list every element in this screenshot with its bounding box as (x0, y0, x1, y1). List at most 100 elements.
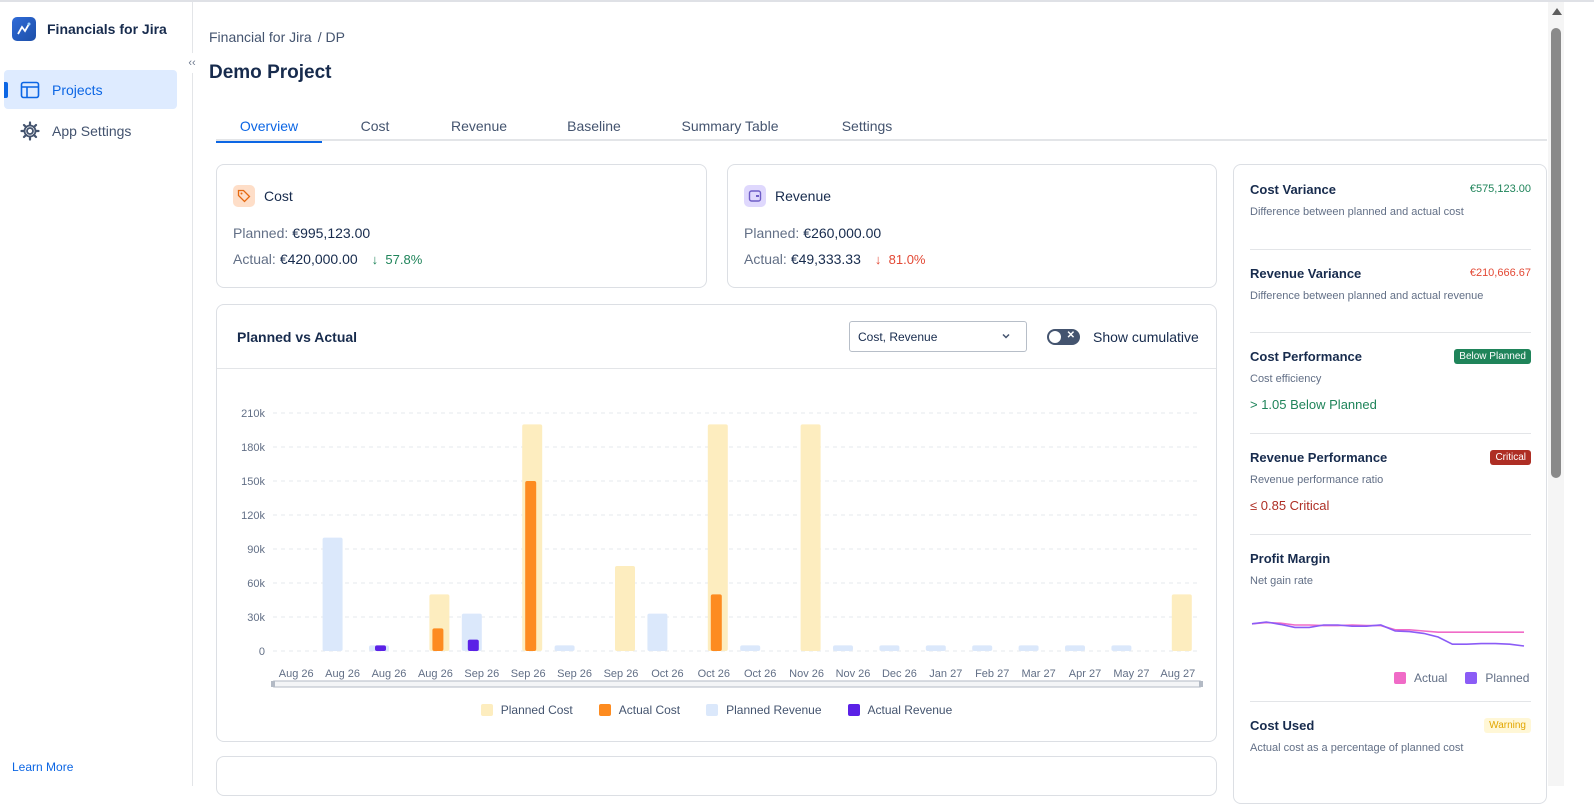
next-section-card (216, 756, 1217, 796)
bar-actual-cost (710, 594, 722, 651)
metric-cost-variance: Cost Variance €575,123.00 Difference bet… (1250, 182, 1531, 219)
status-badge: Warning (1484, 718, 1531, 733)
x-tick-label: Aug 26 (372, 668, 407, 680)
bar-planned-revenue (833, 645, 853, 651)
learn-more-link[interactable]: Learn More (12, 760, 74, 774)
bar-actual-cost (525, 481, 537, 651)
scroll-up-arrow-icon[interactable] (1552, 8, 1562, 15)
legend-actual[interactable]: Actual (1394, 671, 1447, 685)
legend-swatch (598, 704, 611, 716)
breadcrumb-root[interactable]: Financial for Jira (209, 29, 312, 45)
metric-desc: Revenue performance ratio (1250, 474, 1384, 486)
metric-desc: Difference between planned and actual co… (1250, 206, 1464, 218)
metric-name: Cost Variance (1250, 182, 1336, 197)
metrics-panel: Cost Variance €575,123.00 Difference bet… (1233, 164, 1547, 804)
tab-baseline[interactable]: Baseline (567, 118, 621, 134)
cost-card-title: Cost (264, 188, 293, 204)
revenue-delta: ↓ 81.0% (875, 252, 926, 267)
series-select[interactable]: Cost, Revenue (849, 321, 1027, 352)
app-logo-icon (12, 17, 36, 41)
range-slider-handle-right (1199, 681, 1203, 687)
metric-value: €210,666.67 (1469, 267, 1531, 279)
x-tick-label: Sep 26 (511, 668, 546, 680)
bar-planned-revenue (879, 645, 900, 651)
metric-profit-margin: Profit Margin Net gain rate (1250, 551, 1531, 588)
metric-divider (1250, 249, 1531, 250)
status-badge: Below Planned (1454, 349, 1531, 364)
cumulative-toggle[interactable]: ✕ (1047, 329, 1080, 345)
app-brand[interactable]: Financials for Jira (12, 17, 167, 41)
cost-actual-label: Actual: (233, 251, 276, 267)
tab-overview[interactable]: Overview (216, 112, 322, 143)
cost-card-header: Cost (233, 185, 293, 207)
cost-delta-value: 57.8% (385, 251, 423, 267)
chevron-down-icon (1002, 333, 1010, 339)
revenue-planned-row: Planned: €260,000.00 (744, 225, 881, 241)
tab-cost[interactable]: Cost (360, 118, 390, 134)
x-tick-label: Sep 26 (557, 668, 592, 680)
cost-planned-label: Planned: (233, 225, 289, 241)
legend-swatch (1465, 672, 1478, 684)
revenue-planned-value: €260,000.00 (803, 225, 882, 241)
close-icon: ✕ (1066, 330, 1075, 341)
metric-value: €575,123.00 (1469, 183, 1531, 195)
scroll-thumb[interactable] (1551, 28, 1561, 478)
x-tick-label: Aug 26 (279, 668, 314, 680)
bar-planned-cost (1171, 594, 1192, 651)
x-tick-label: Sep 26 (464, 668, 499, 680)
legend-label: Actual Revenue (867, 703, 953, 717)
legend-label: Planned Revenue (726, 703, 822, 717)
x-tick-label: May 27 (1113, 668, 1149, 680)
bar-actual-cost (432, 628, 444, 651)
metric-cost-performance: Cost Performance Below Planned Cost effi… (1250, 349, 1531, 412)
breadcrumb: Financial for Jira / DP (209, 29, 345, 45)
revenue-summary-card: Revenue Planned: €260,000.00 Actual: €49… (727, 164, 1217, 288)
metric-divider (1250, 701, 1531, 702)
y-tick-label: 30k (247, 612, 265, 624)
wallet-icon (744, 185, 766, 207)
metric-revenue-variance: Revenue Variance €210,666.67 Difference … (1250, 266, 1531, 303)
tab-settings[interactable]: Settings (841, 118, 893, 134)
cost-actual-value: €420,000.00 (279, 251, 358, 267)
bar-planned-revenue (647, 613, 668, 651)
x-tick-label: Nov 26 (836, 668, 871, 680)
metric-desc: Cost efficiency (1250, 373, 1322, 385)
bar-planned-revenue (1065, 645, 1085, 651)
metric-desc: Net gain rate (1250, 575, 1313, 587)
bar-planned-revenue (322, 537, 343, 651)
legend-planned-revenue[interactable]: Planned Revenue (706, 703, 822, 717)
tab-revenue[interactable]: Revenue (450, 118, 508, 134)
bar-chart: 0 30k 60k 90k 120k 150k 180k 210k Aug 26 Aug 26 Au… (241, 408, 1203, 688)
collapse-sidebar-button[interactable]: ‹‹ (182, 53, 202, 73)
revenue-actual-label: Actual: (744, 251, 787, 267)
sidebar-item-projects[interactable]: Projects (4, 70, 177, 109)
legend-actual-cost[interactable]: Actual Cost (598, 703, 680, 717)
bar-planned-revenue (925, 645, 946, 651)
revenue-actual-row: Actual: €49,333.33 ↓ 81.0% (744, 251, 926, 267)
legend-planned-cost[interactable]: Planned Cost (480, 703, 573, 717)
revenue-actual-value: €49,333.33 (790, 251, 861, 267)
y-tick-label: 60k (247, 578, 265, 590)
revenue-planned-label: Planned: (744, 225, 800, 241)
profit-margin-sparkline (1251, 621, 1525, 647)
metric-name: Cost Performance (1250, 349, 1362, 364)
y-tick-label: 210k (241, 408, 265, 420)
bar-planned-revenue (972, 645, 993, 651)
x-tick-label: Jan 27 (929, 668, 962, 680)
breadcrumb-current[interactable]: DP (325, 29, 345, 45)
legend-swatch (480, 704, 493, 716)
bar-actual-revenue (375, 645, 386, 651)
legend-actual-revenue[interactable]: Actual Revenue (847, 703, 953, 717)
bar-planned-revenue (1018, 645, 1039, 651)
legend-label: Actual (1414, 671, 1448, 685)
tab-summary-table[interactable]: Summary Table (681, 118, 779, 134)
x-tick-label: Nov 26 (789, 668, 824, 680)
metric-divider (1250, 534, 1531, 535)
sidebar-item-app-settings[interactable]: App Settings (4, 111, 177, 150)
app-name: Financials for Jira (47, 21, 167, 37)
page-scrollbar[interactable] (1548, 2, 1564, 786)
y-tick-label: 180k (241, 442, 265, 454)
range-slider-track (272, 680, 1202, 688)
legend-planned[interactable]: Planned (1465, 671, 1529, 685)
bar-planned-revenue (740, 645, 761, 651)
